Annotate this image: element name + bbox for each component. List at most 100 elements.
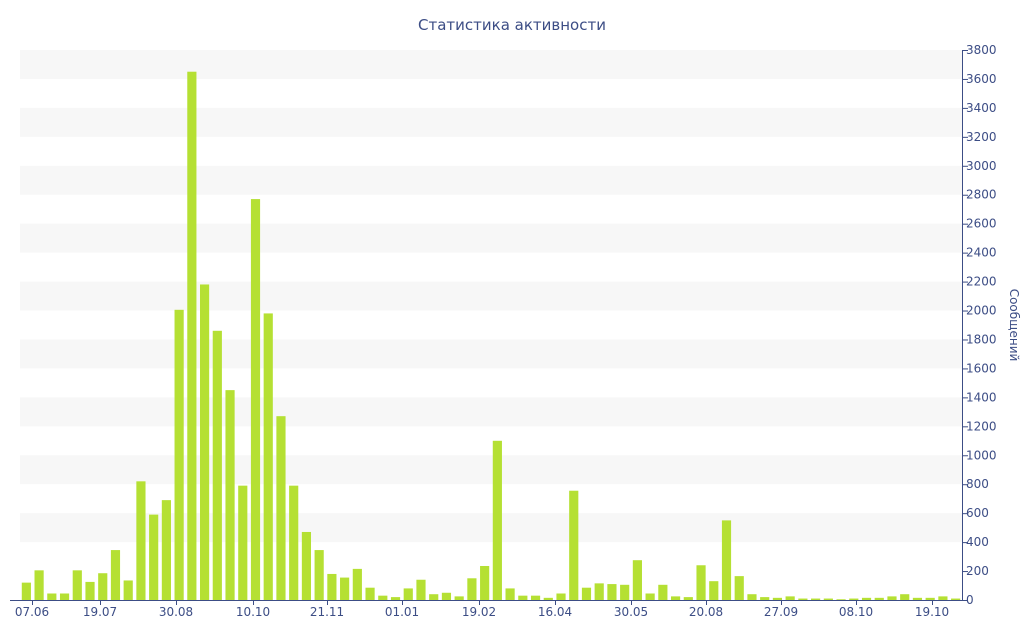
bar bbox=[620, 584, 630, 600]
x-tick-label: 20.08 bbox=[689, 605, 723, 619]
x-axis-ticks: 07.06 19.07 30.08 10.10 21.11 01.01 19.02 16.04… bbox=[15, 600, 949, 619]
x-tick-label: 30.08 bbox=[159, 605, 193, 619]
bar bbox=[912, 597, 923, 600]
bar bbox=[543, 597, 553, 600]
bar bbox=[441, 592, 452, 600]
y-tick-label: 1600 bbox=[966, 361, 997, 375]
grid-band bbox=[20, 223, 962, 253]
bar bbox=[34, 570, 44, 600]
bar bbox=[378, 595, 388, 600]
y-tick-label: 3200 bbox=[966, 130, 997, 144]
bar bbox=[645, 593, 655, 600]
bar bbox=[416, 579, 426, 600]
bar bbox=[696, 565, 706, 600]
y-tick-label: 3400 bbox=[966, 101, 997, 115]
grid-band bbox=[20, 281, 962, 311]
x-tick-label: 16.04 bbox=[538, 605, 572, 619]
bar bbox=[772, 597, 783, 600]
bar bbox=[849, 598, 859, 600]
bar bbox=[925, 597, 935, 600]
bar bbox=[581, 587, 592, 600]
bar bbox=[683, 597, 693, 600]
x-tick-label: 19.07 bbox=[83, 605, 117, 619]
y-tick-label: 3600 bbox=[966, 72, 997, 86]
bar bbox=[760, 597, 770, 600]
bar bbox=[250, 199, 261, 600]
bar bbox=[429, 594, 439, 600]
bar bbox=[900, 594, 910, 600]
bar bbox=[352, 568, 362, 600]
bar bbox=[289, 485, 299, 600]
x-tick-label: 19.10 bbox=[915, 605, 949, 619]
bar bbox=[811, 598, 821, 600]
bar bbox=[632, 560, 642, 600]
y-tick-label: 1800 bbox=[966, 332, 997, 346]
x-tick-label: 27.09 bbox=[764, 605, 798, 619]
bar bbox=[594, 583, 604, 600]
grid-band bbox=[20, 50, 962, 79]
grid-band bbox=[20, 455, 962, 485]
grid-band bbox=[20, 513, 962, 543]
bar bbox=[607, 584, 617, 600]
bar bbox=[823, 598, 833, 600]
bar bbox=[174, 309, 184, 600]
bar bbox=[887, 596, 897, 600]
y-tick-label: 2200 bbox=[966, 275, 997, 289]
y-tick-label: 400 bbox=[966, 535, 989, 549]
y-tick-label: 1400 bbox=[966, 390, 997, 404]
bar bbox=[709, 581, 719, 600]
y-tick-label: 1000 bbox=[966, 448, 997, 462]
bar bbox=[747, 594, 757, 600]
y-tick-label: 600 bbox=[966, 506, 989, 520]
bar bbox=[136, 481, 146, 600]
bar bbox=[734, 576, 744, 600]
bar bbox=[874, 597, 884, 600]
bar bbox=[569, 490, 579, 600]
bar bbox=[530, 595, 541, 600]
bar bbox=[123, 580, 133, 600]
x-tick-label: 30.05 bbox=[614, 605, 648, 619]
bar bbox=[263, 313, 273, 600]
bar bbox=[721, 520, 732, 600]
chart-title: Статистика активности bbox=[418, 16, 606, 34]
bar bbox=[671, 596, 681, 600]
bar bbox=[301, 531, 312, 600]
x-tick-label: 07.06 bbox=[15, 605, 49, 619]
y-axis-title: Сообщений bbox=[1007, 289, 1021, 362]
bar bbox=[365, 587, 375, 600]
bar bbox=[161, 500, 171, 600]
bar bbox=[505, 588, 515, 600]
bar bbox=[200, 284, 210, 600]
bar bbox=[85, 581, 95, 600]
x-tick-label: 19.02 bbox=[462, 605, 496, 619]
bar bbox=[480, 565, 490, 600]
bar bbox=[47, 593, 57, 600]
y-tick-label: 0 bbox=[966, 593, 974, 607]
bar bbox=[390, 597, 401, 600]
bar bbox=[492, 440, 502, 600]
bar bbox=[518, 595, 528, 600]
bar bbox=[327, 573, 337, 600]
bar bbox=[340, 577, 350, 600]
bar bbox=[314, 550, 324, 600]
bars bbox=[21, 71, 961, 600]
bar bbox=[658, 584, 668, 600]
bar bbox=[59, 593, 70, 600]
bar bbox=[238, 485, 248, 600]
bar bbox=[785, 596, 795, 600]
bar bbox=[21, 582, 31, 600]
bar bbox=[98, 573, 108, 600]
bar bbox=[225, 390, 235, 600]
bar bbox=[556, 593, 566, 600]
bar bbox=[938, 596, 948, 600]
bar bbox=[861, 597, 872, 600]
bar bbox=[951, 598, 961, 600]
bar bbox=[454, 596, 464, 600]
x-tick-label: 10.10 bbox=[236, 605, 270, 619]
y-tick-label: 3800 bbox=[966, 43, 997, 57]
y-tick-label: 2000 bbox=[966, 304, 997, 318]
y-tick-label: 3000 bbox=[966, 159, 997, 173]
y-tick-label: 800 bbox=[966, 477, 989, 491]
grid-bands bbox=[20, 50, 962, 543]
y-axis-ticks: 0 200 400 600 800 1000 1200 1400 1600 1800 2000 220… bbox=[962, 43, 997, 607]
